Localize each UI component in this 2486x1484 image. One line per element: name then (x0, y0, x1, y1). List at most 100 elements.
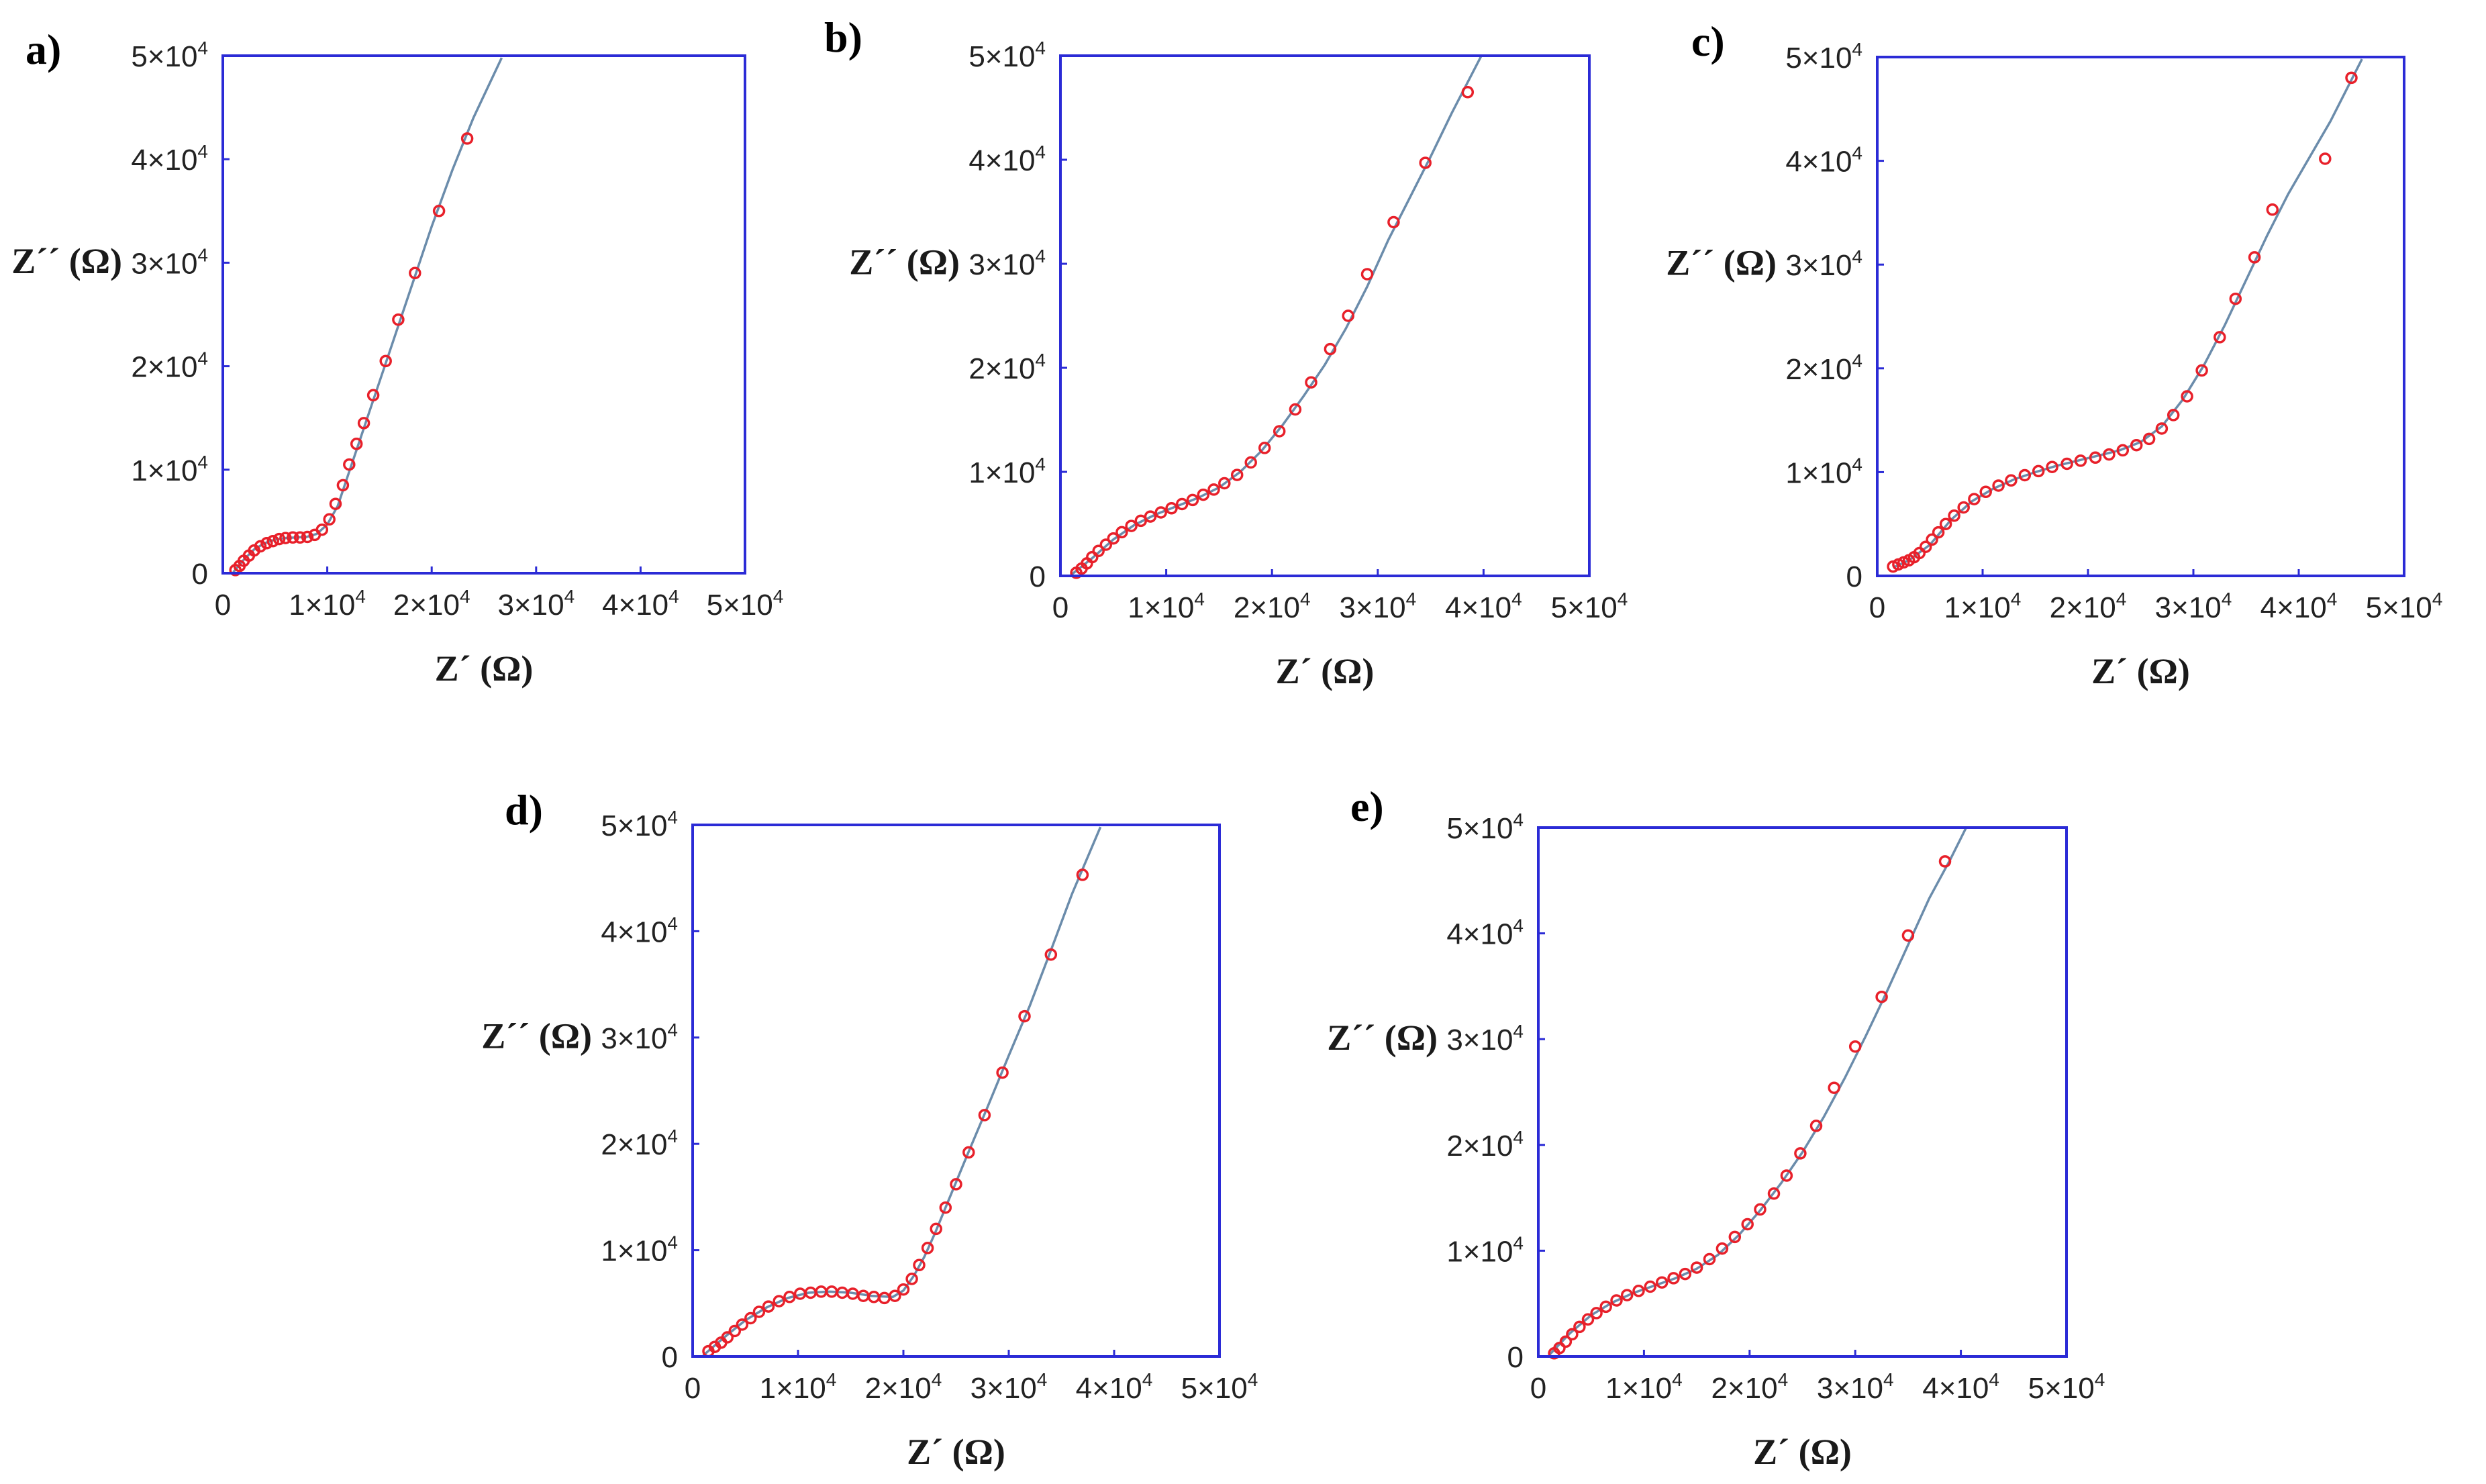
data-point (2167, 409, 2180, 422)
data-point (293, 531, 307, 544)
data-point (266, 534, 279, 548)
y-tick-label: 0 (662, 1341, 678, 1374)
data-point (1780, 1169, 1793, 1182)
y-axis-title: Z´´ (Ω) (11, 241, 122, 281)
y-axis-title: Z´´ (Ω) (1666, 243, 1777, 283)
data-point (254, 540, 267, 553)
data-point (392, 313, 405, 326)
data-point (1979, 485, 1992, 499)
panel-label: e) (1350, 783, 1384, 830)
panel-1: a) 0 1×104 2×104 3×104 4×104 5×104 0 1×104 2×104 3… (11, 26, 783, 689)
panel-label: a) (26, 26, 61, 73)
data-point (1573, 1320, 1586, 1334)
x-tick-label: 5×104 (2366, 589, 2443, 624)
data-point (272, 532, 286, 546)
data-point (1875, 990, 1888, 1003)
data-point (2266, 203, 2279, 216)
plot-frame (691, 824, 1221, 1358)
y-tick-label: 5×104 (601, 807, 678, 842)
x-tick-label: 0 (685, 1372, 701, 1405)
y-tick-label: 0 (1846, 560, 1862, 593)
x-tick-label: 3×104 (1817, 1369, 1894, 1405)
data-point (1848, 1040, 1862, 1053)
y-tick-label: 1×104 (1446, 1232, 1524, 1268)
data-point (1165, 502, 1178, 515)
data-point (1197, 488, 1210, 501)
y-tick-label: 1×104 (1785, 454, 1862, 489)
data-point (366, 389, 380, 402)
data-point (1809, 1120, 1823, 1132)
x-tick-label: 4×104 (1076, 1369, 1153, 1405)
data-point (905, 1273, 918, 1285)
y-tick-label: 3×104 (1446, 1021, 1524, 1056)
y-tick-label: 4×104 (1446, 916, 1524, 951)
data-point (2103, 448, 2116, 461)
y-tick-label: 2×104 (1446, 1127, 1524, 1163)
data-point (1175, 497, 1189, 511)
data-point (1324, 342, 1337, 356)
plot-frame (1537, 826, 2068, 1358)
x-tick-label: 4×104 (602, 586, 679, 622)
data-point (2130, 438, 2143, 452)
data-point (1590, 1307, 1603, 1320)
data-point (744, 1312, 757, 1325)
y-tick-label: 4×104 (601, 913, 678, 948)
data-point (2181, 390, 2193, 403)
x-tick-label: 1×104 (1605, 1369, 1683, 1405)
data-point (978, 1109, 991, 1122)
data-point (1099, 538, 1113, 551)
y-tick-label: 4×104 (131, 141, 208, 177)
data-point (1419, 156, 1432, 169)
y-tick-label: 0 (192, 558, 208, 591)
data-point (1741, 1218, 1754, 1231)
y-axis-title: Z´´ (Ω) (1327, 1018, 1438, 1058)
data-point (1913, 546, 1926, 560)
x-tick-label: 3×104 (497, 586, 575, 622)
data-point (728, 1324, 742, 1338)
x-axis-title: Z´ (Ω) (1753, 1432, 1852, 1472)
data-point (1305, 376, 1317, 389)
data-point (950, 1178, 962, 1191)
x-axis-title: Z´ (Ω) (435, 648, 534, 689)
data-point (1076, 869, 1089, 881)
data-point (379, 354, 392, 368)
y-tick-label: 5×104 (1785, 39, 1862, 75)
data-point (343, 458, 356, 471)
x-tick-label: 0 (215, 589, 231, 622)
data-point (2155, 422, 2169, 435)
fit-line (1548, 828, 1968, 1356)
data-point (913, 1258, 926, 1272)
data-point (279, 532, 292, 544)
y-tick-label: 2×104 (131, 348, 208, 384)
y-tick-label: 5×104 (1446, 809, 1524, 845)
y-tick-label: 5×104 (131, 38, 208, 73)
data-point (2018, 468, 2032, 482)
y-tick-label: 3×104 (601, 1020, 678, 1055)
data-point (2089, 451, 2102, 464)
x-tick-label: 5×104 (1551, 589, 1628, 624)
data-point (2345, 71, 2358, 85)
x-tick-label: 2×104 (1234, 589, 1311, 624)
data-point (921, 1242, 934, 1254)
data-point (2060, 457, 2073, 471)
data-point (1092, 544, 1105, 558)
data-point (721, 1331, 734, 1344)
data-point (1992, 479, 2005, 492)
data-point (2074, 454, 2087, 467)
panel-2: b) 0 1×104 2×104 3×104 4×104 5×104 0 1×104 2×104 3… (824, 13, 1628, 691)
data-point (329, 497, 342, 510)
x-tick-label: 0 (1052, 591, 1068, 624)
data-point (1632, 1285, 1645, 1297)
data-point (1086, 550, 1099, 564)
data-point (1794, 1147, 1807, 1160)
x-tick-label: 1×104 (760, 1369, 837, 1405)
data-point (1387, 215, 1400, 229)
data-point (1144, 510, 1157, 523)
x-tick-label: 1×104 (289, 586, 366, 622)
x-tick-label: 4×104 (2260, 589, 2338, 624)
data-point (1218, 477, 1231, 490)
data-point (1716, 1242, 1729, 1255)
data-point (1655, 1276, 1669, 1289)
data-point (2248, 251, 2261, 264)
x-tick-label: 4×104 (1922, 1369, 1999, 1405)
